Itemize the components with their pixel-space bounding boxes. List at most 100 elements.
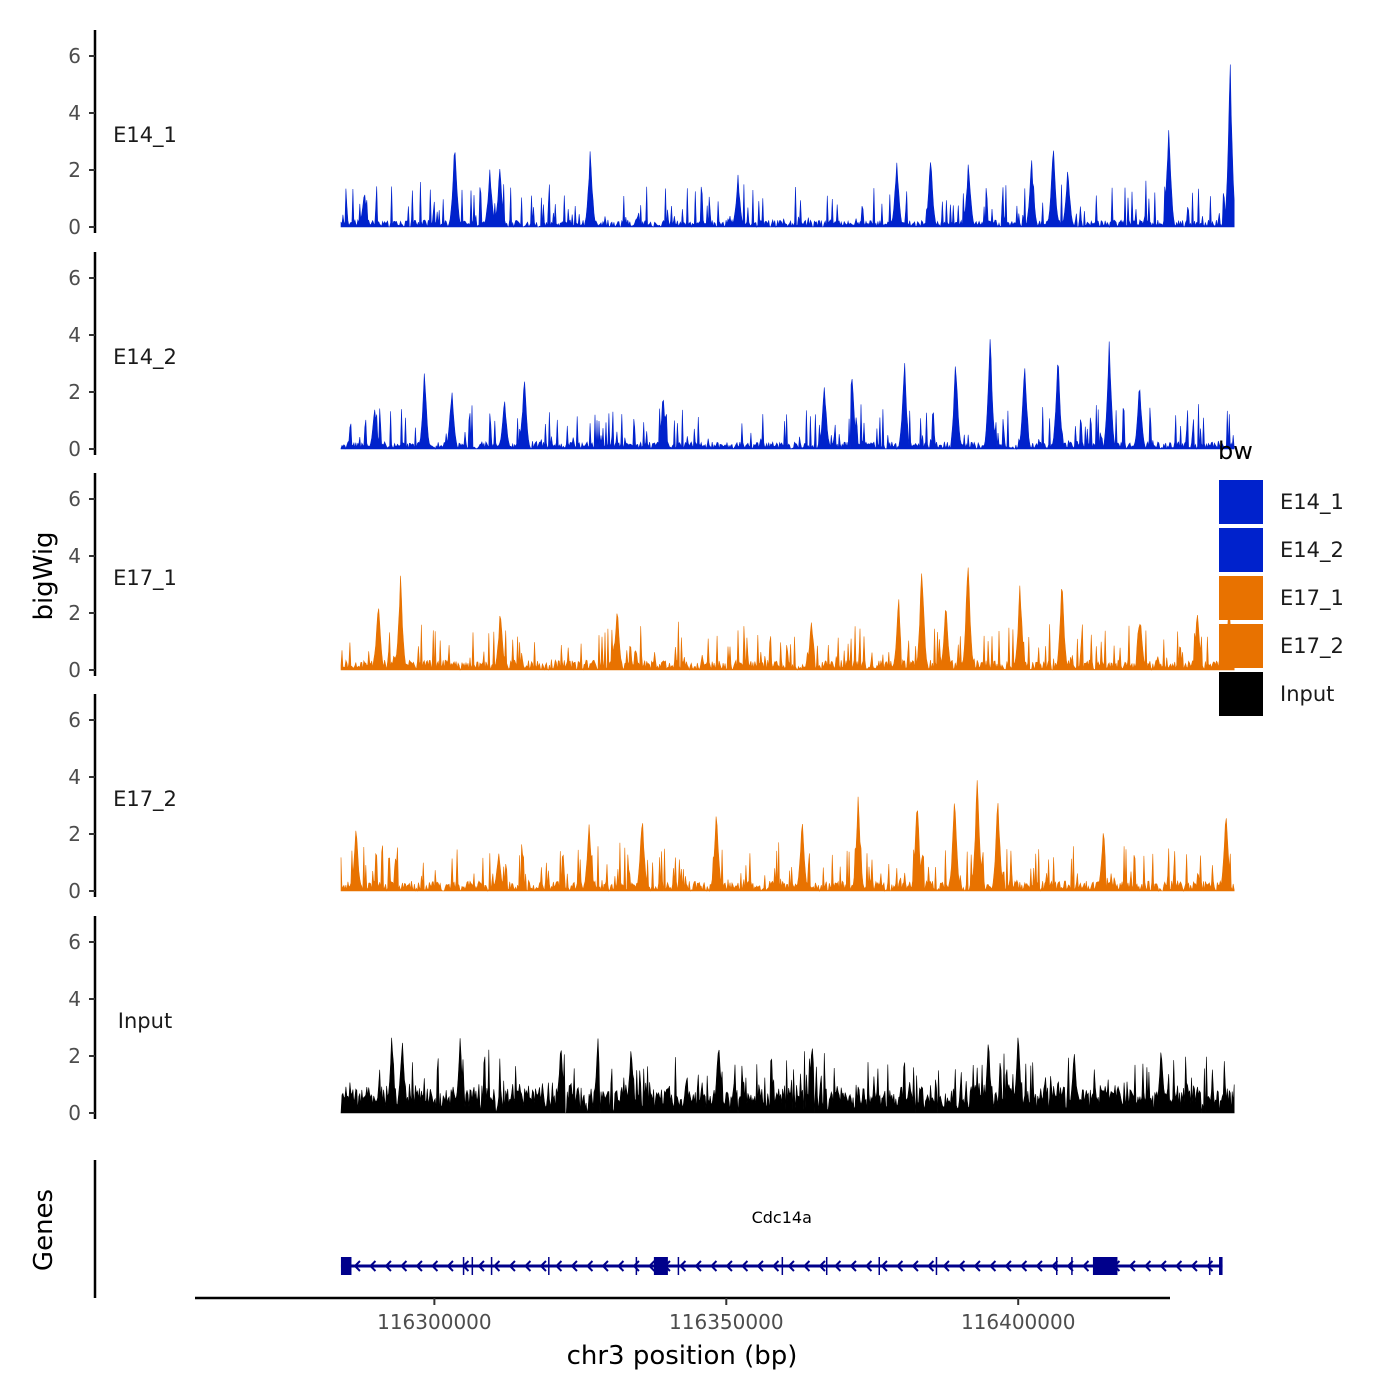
track-E14_1: 0 2 4 6 E14_1 [68, 30, 1235, 239]
x-tick-label: 116350000 [669, 1310, 784, 1334]
strand-arrow [400, 1260, 408, 1272]
legend-swatch [1219, 528, 1263, 572]
strand-arrow [787, 1260, 795, 1272]
strand-arrow [632, 1260, 640, 1272]
gene-Cdc14a: Cdc14a [340, 1208, 1223, 1275]
strand-arrow [1035, 1260, 1043, 1272]
y-tick-label: 2 [68, 380, 81, 404]
legend-item: E17_1 [1219, 576, 1344, 620]
signal-area [340, 1037, 1235, 1114]
strand-arrow [1004, 1260, 1012, 1272]
legend-swatch [1219, 480, 1263, 524]
strand-arrow [617, 1260, 625, 1272]
strand-arrow [958, 1260, 966, 1272]
strand-arrow [508, 1260, 516, 1272]
legend-item: E14_1 [1219, 480, 1344, 524]
legend-label: E14_2 [1280, 538, 1344, 563]
strand-arrow [539, 1260, 547, 1272]
strand-arrow [384, 1260, 392, 1272]
strand-arrow [1051, 1260, 1059, 1272]
y-tick-label: 0 [68, 658, 81, 682]
y-axis-title-genes: Genes [29, 1189, 59, 1271]
y-tick-label: 0 [68, 215, 81, 239]
strand-arrow [415, 1260, 423, 1272]
track-label: E17_2 [113, 787, 177, 812]
y-tick-label: 0 [68, 1101, 81, 1125]
y-tick-label: 6 [68, 487, 81, 511]
track-Input: 0 2 4 6 Input [68, 916, 1235, 1125]
strand-arrow [586, 1260, 594, 1272]
y-tick-label: 2 [68, 1044, 81, 1068]
strand-arrow [694, 1260, 702, 1272]
x-axis: 116300000 116350000 116400000 [195, 1296, 1170, 1334]
strand-arrow [710, 1260, 718, 1272]
legend-swatch [1219, 624, 1263, 668]
strand-arrow [865, 1260, 873, 1272]
y-tick-label: 4 [68, 765, 81, 789]
gene-track: Cdc14a [93, 1160, 1223, 1298]
strand-arrow [772, 1260, 780, 1272]
exon [1219, 1257, 1223, 1275]
signal-area [340, 780, 1235, 893]
strand-arrow [834, 1260, 842, 1272]
y-axis-title-signal: bigWig [29, 531, 59, 620]
track-E14_2: 0 2 4 6 E14_2 [68, 252, 1235, 461]
strand-arrow [973, 1260, 981, 1272]
y-tick-label: 2 [68, 822, 81, 846]
y-tick-label: 4 [68, 987, 81, 1011]
strand-arrow [648, 1260, 656, 1272]
x-tick-label: 116400000 [961, 1310, 1076, 1334]
strand-arrow [880, 1260, 888, 1272]
legend-swatch [1219, 576, 1263, 620]
strand-arrow [927, 1260, 935, 1272]
track-label: E14_2 [113, 345, 177, 370]
legend-label: E17_1 [1280, 586, 1344, 611]
strand-arrow [493, 1260, 501, 1272]
strand-arrow [477, 1260, 485, 1272]
signal-area [340, 339, 1235, 451]
y-tick-label: 6 [68, 930, 81, 954]
legend-swatch [1219, 672, 1263, 716]
strand-arrow [1159, 1260, 1167, 1272]
strand-arrow [1190, 1260, 1198, 1272]
y-tick-label: 6 [68, 266, 81, 290]
tracks: 0 2 4 6 E14_1 0 2 4 6 E14_2 0 2 4 6 E17_1 0 2 4 6 E17_2 0 2 4 6… [68, 30, 1235, 1125]
strand-arrow [1206, 1260, 1214, 1272]
x-tick-label: 116300000 [377, 1310, 492, 1334]
strand-arrow [849, 1260, 857, 1272]
legend-item: Input [1219, 672, 1334, 716]
strand-arrow [679, 1260, 687, 1272]
strand-arrow [1082, 1260, 1090, 1272]
strand-arrow [524, 1260, 532, 1272]
strand-arrow [803, 1260, 811, 1272]
legend-label: E14_1 [1280, 490, 1344, 515]
y-tick-label: 0 [68, 879, 81, 903]
strand-arrow [942, 1260, 950, 1272]
y-tick-label: 6 [68, 708, 81, 732]
exon [1092, 1257, 1118, 1275]
strand-arrow [1128, 1260, 1136, 1272]
strand-arrow [1020, 1260, 1028, 1272]
legend-item: E17_2 [1219, 624, 1344, 668]
strand-arrow [741, 1260, 749, 1272]
track-label: Input [118, 1009, 172, 1033]
y-tick-label: 4 [68, 101, 81, 125]
exon [340, 1257, 352, 1275]
strand-arrow [1144, 1260, 1152, 1272]
legend-item: E14_2 [1219, 528, 1344, 572]
strand-arrow [570, 1260, 578, 1272]
strand-arrow [911, 1260, 919, 1272]
strand-arrow [756, 1260, 764, 1272]
track-E17_1: 0 2 4 6 E17_1 [68, 473, 1235, 682]
strand-arrow [601, 1260, 609, 1272]
exon [653, 1257, 668, 1275]
strand-arrow [353, 1260, 361, 1272]
strand-arrow [896, 1260, 904, 1272]
y-tick-label: 6 [68, 44, 81, 68]
strand-arrow [555, 1260, 563, 1272]
y-tick-label: 4 [68, 323, 81, 347]
y-tick-label: 2 [68, 601, 81, 625]
signal-area [340, 567, 1235, 671]
legend: bw E14_1 E14_2 E17_1 E17_2 Input [1218, 437, 1344, 716]
